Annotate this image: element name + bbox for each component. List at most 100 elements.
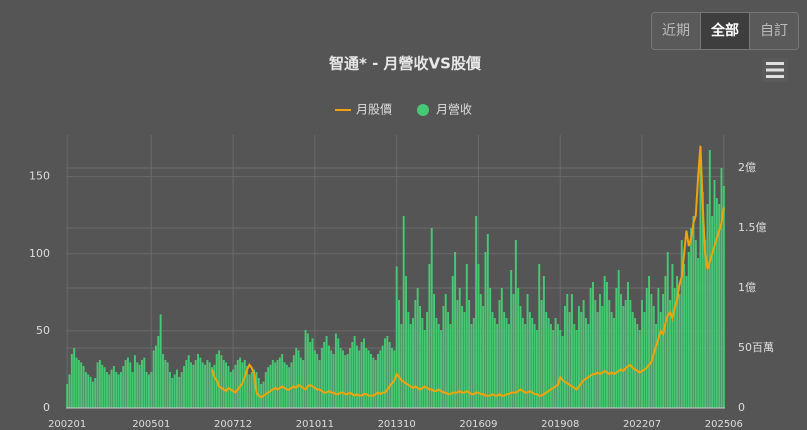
bar <box>211 367 214 408</box>
range-button[interactable]: 近期 <box>652 13 701 49</box>
bar <box>360 342 363 408</box>
bar <box>379 350 382 408</box>
bar <box>295 348 298 408</box>
bar <box>559 330 562 408</box>
bar <box>512 294 515 408</box>
bar <box>117 374 120 408</box>
bar <box>715 198 718 408</box>
bar <box>187 355 190 408</box>
bar <box>150 372 153 408</box>
bar <box>276 360 279 408</box>
bar <box>416 288 419 408</box>
bar <box>68 374 71 408</box>
bar <box>599 294 601 408</box>
bar <box>664 276 667 408</box>
bar <box>629 300 632 408</box>
bar <box>596 312 599 408</box>
bar <box>547 318 550 408</box>
bar <box>449 324 452 408</box>
bar <box>533 324 536 408</box>
bar <box>535 330 538 408</box>
bar <box>169 372 171 408</box>
bar <box>288 367 291 408</box>
bar <box>430 228 433 408</box>
bar <box>320 348 323 408</box>
bar <box>659 312 662 408</box>
bar <box>496 324 499 408</box>
bar <box>615 288 618 408</box>
bar <box>414 300 417 408</box>
bar <box>178 376 181 408</box>
bar <box>650 294 653 408</box>
bar <box>620 294 622 408</box>
bar <box>311 338 314 408</box>
bar <box>671 264 674 408</box>
bar <box>348 348 351 408</box>
bar <box>159 314 162 408</box>
bar <box>454 252 457 408</box>
bar <box>468 300 471 408</box>
range-buttons: 近期 全部 自訂 <box>651 12 799 50</box>
bar <box>206 360 209 408</box>
bar <box>482 306 485 408</box>
bar <box>694 240 697 408</box>
bar <box>657 288 660 408</box>
bar <box>274 362 277 408</box>
bar <box>140 360 143 408</box>
bar <box>514 240 517 408</box>
bar <box>421 318 424 408</box>
bar <box>718 204 721 408</box>
bar <box>306 333 309 408</box>
bar <box>197 354 200 408</box>
bar <box>685 276 688 408</box>
bar <box>704 240 707 408</box>
bar <box>185 360 188 408</box>
legend-label: 月股價 <box>356 103 392 117</box>
bar <box>521 318 524 408</box>
bar <box>278 357 281 408</box>
bar <box>556 324 559 408</box>
bar <box>577 306 580 408</box>
range-button[interactable]: 全部 <box>701 13 750 49</box>
menu-bar <box>766 68 784 72</box>
menu-bar <box>766 75 784 78</box>
bar <box>241 362 244 408</box>
bar <box>234 364 237 408</box>
bar <box>451 276 454 408</box>
menu-button[interactable] <box>762 58 788 82</box>
bar <box>680 240 683 408</box>
bar <box>575 330 578 408</box>
bar <box>624 300 627 408</box>
bar <box>232 369 235 408</box>
bar <box>84 372 87 408</box>
bar <box>250 372 253 408</box>
bar <box>398 300 400 408</box>
bar <box>152 350 155 408</box>
bar <box>610 312 613 408</box>
bar <box>428 264 431 408</box>
bar <box>115 372 118 408</box>
range-button[interactable]: 自訂 <box>750 13 798 49</box>
bar <box>269 364 272 408</box>
bar <box>180 372 183 408</box>
bar <box>631 312 634 408</box>
x-tick-label: 201310 <box>378 419 416 430</box>
y2-tick-label: 2億 <box>738 161 756 174</box>
y-tick-label: 0 <box>43 401 50 414</box>
bar <box>374 360 377 408</box>
bar <box>143 357 146 408</box>
bar <box>507 324 510 408</box>
bar <box>720 168 723 408</box>
bar <box>372 357 375 408</box>
bar <box>444 294 447 408</box>
bar <box>302 360 305 408</box>
bar <box>545 312 548 408</box>
bar <box>341 350 344 408</box>
bar <box>519 306 522 408</box>
bar <box>395 266 398 408</box>
bar <box>346 354 349 408</box>
bar <box>355 345 358 408</box>
bar <box>208 362 211 408</box>
